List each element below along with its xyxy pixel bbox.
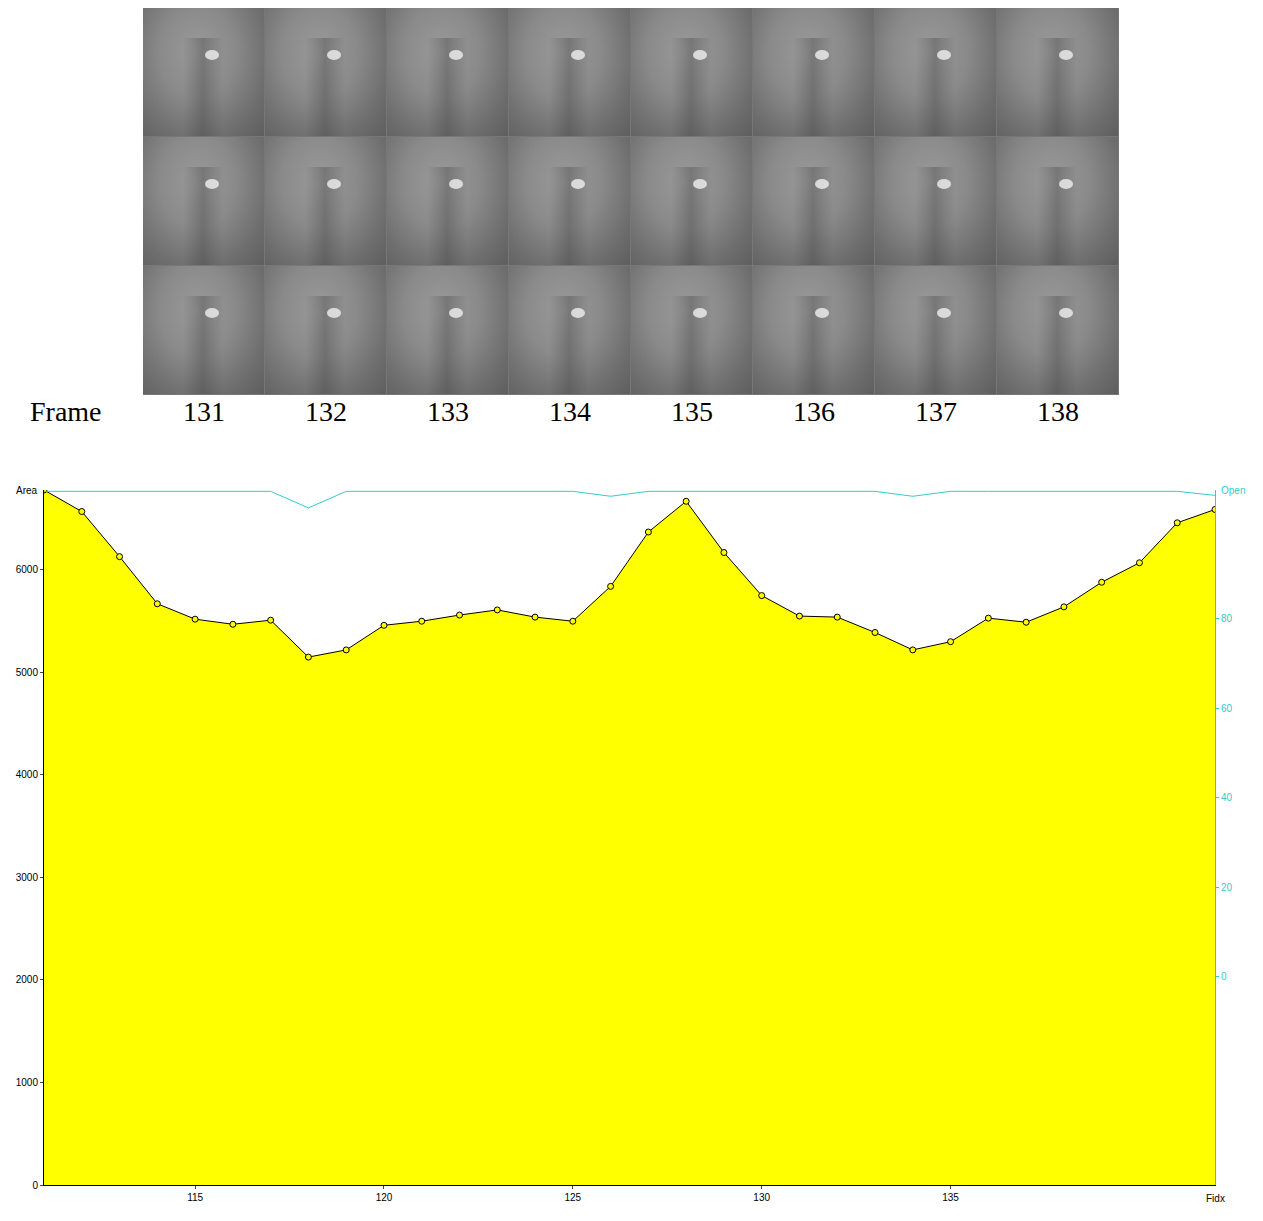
svg-text:115: 115 (187, 1192, 203, 1203)
svg-text:0: 0 (32, 1180, 38, 1191)
html-text:136: 136 (793, 396, 835, 427)
svg-text:6000: 6000 (16, 564, 39, 575)
svg-text:5000: 5000 (16, 667, 39, 678)
svg-text:80: 80 (1221, 613, 1233, 624)
html-text:131: 131 (183, 396, 225, 427)
html-text:138: 138 (1037, 396, 1079, 427)
svg-text:40: 40 (1221, 792, 1233, 803)
svg-text:60: 60 (1221, 703, 1233, 714)
html-text:132: 132 (305, 396, 347, 427)
svg-text:2000: 2000 (16, 974, 39, 985)
svg-text:4000: 4000 (16, 769, 39, 780)
svg-text:Fidx: Fidx (1206, 1193, 1225, 1204)
svg-text:Area: Area (16, 485, 38, 496)
svg-text:20: 20 (1221, 882, 1233, 893)
html-text:134: 134 (549, 396, 591, 427)
svg-text:125: 125 (564, 1192, 581, 1203)
svg-text:3000: 3000 (16, 872, 39, 883)
svg-text:135: 135 (942, 1192, 959, 1203)
html-text:Frame: Frame (30, 396, 102, 427)
html-text:137: 137 (915, 396, 957, 427)
svg-text:Open: Open (1221, 485, 1245, 496)
html-text:133: 133 (427, 396, 469, 427)
html-text:135: 135 (671, 396, 713, 427)
svg-text:130: 130 (753, 1192, 770, 1203)
svg-text:0: 0 (1221, 971, 1227, 982)
svg-text:1000: 1000 (16, 1077, 39, 1088)
svg-text:120: 120 (376, 1192, 393, 1203)
